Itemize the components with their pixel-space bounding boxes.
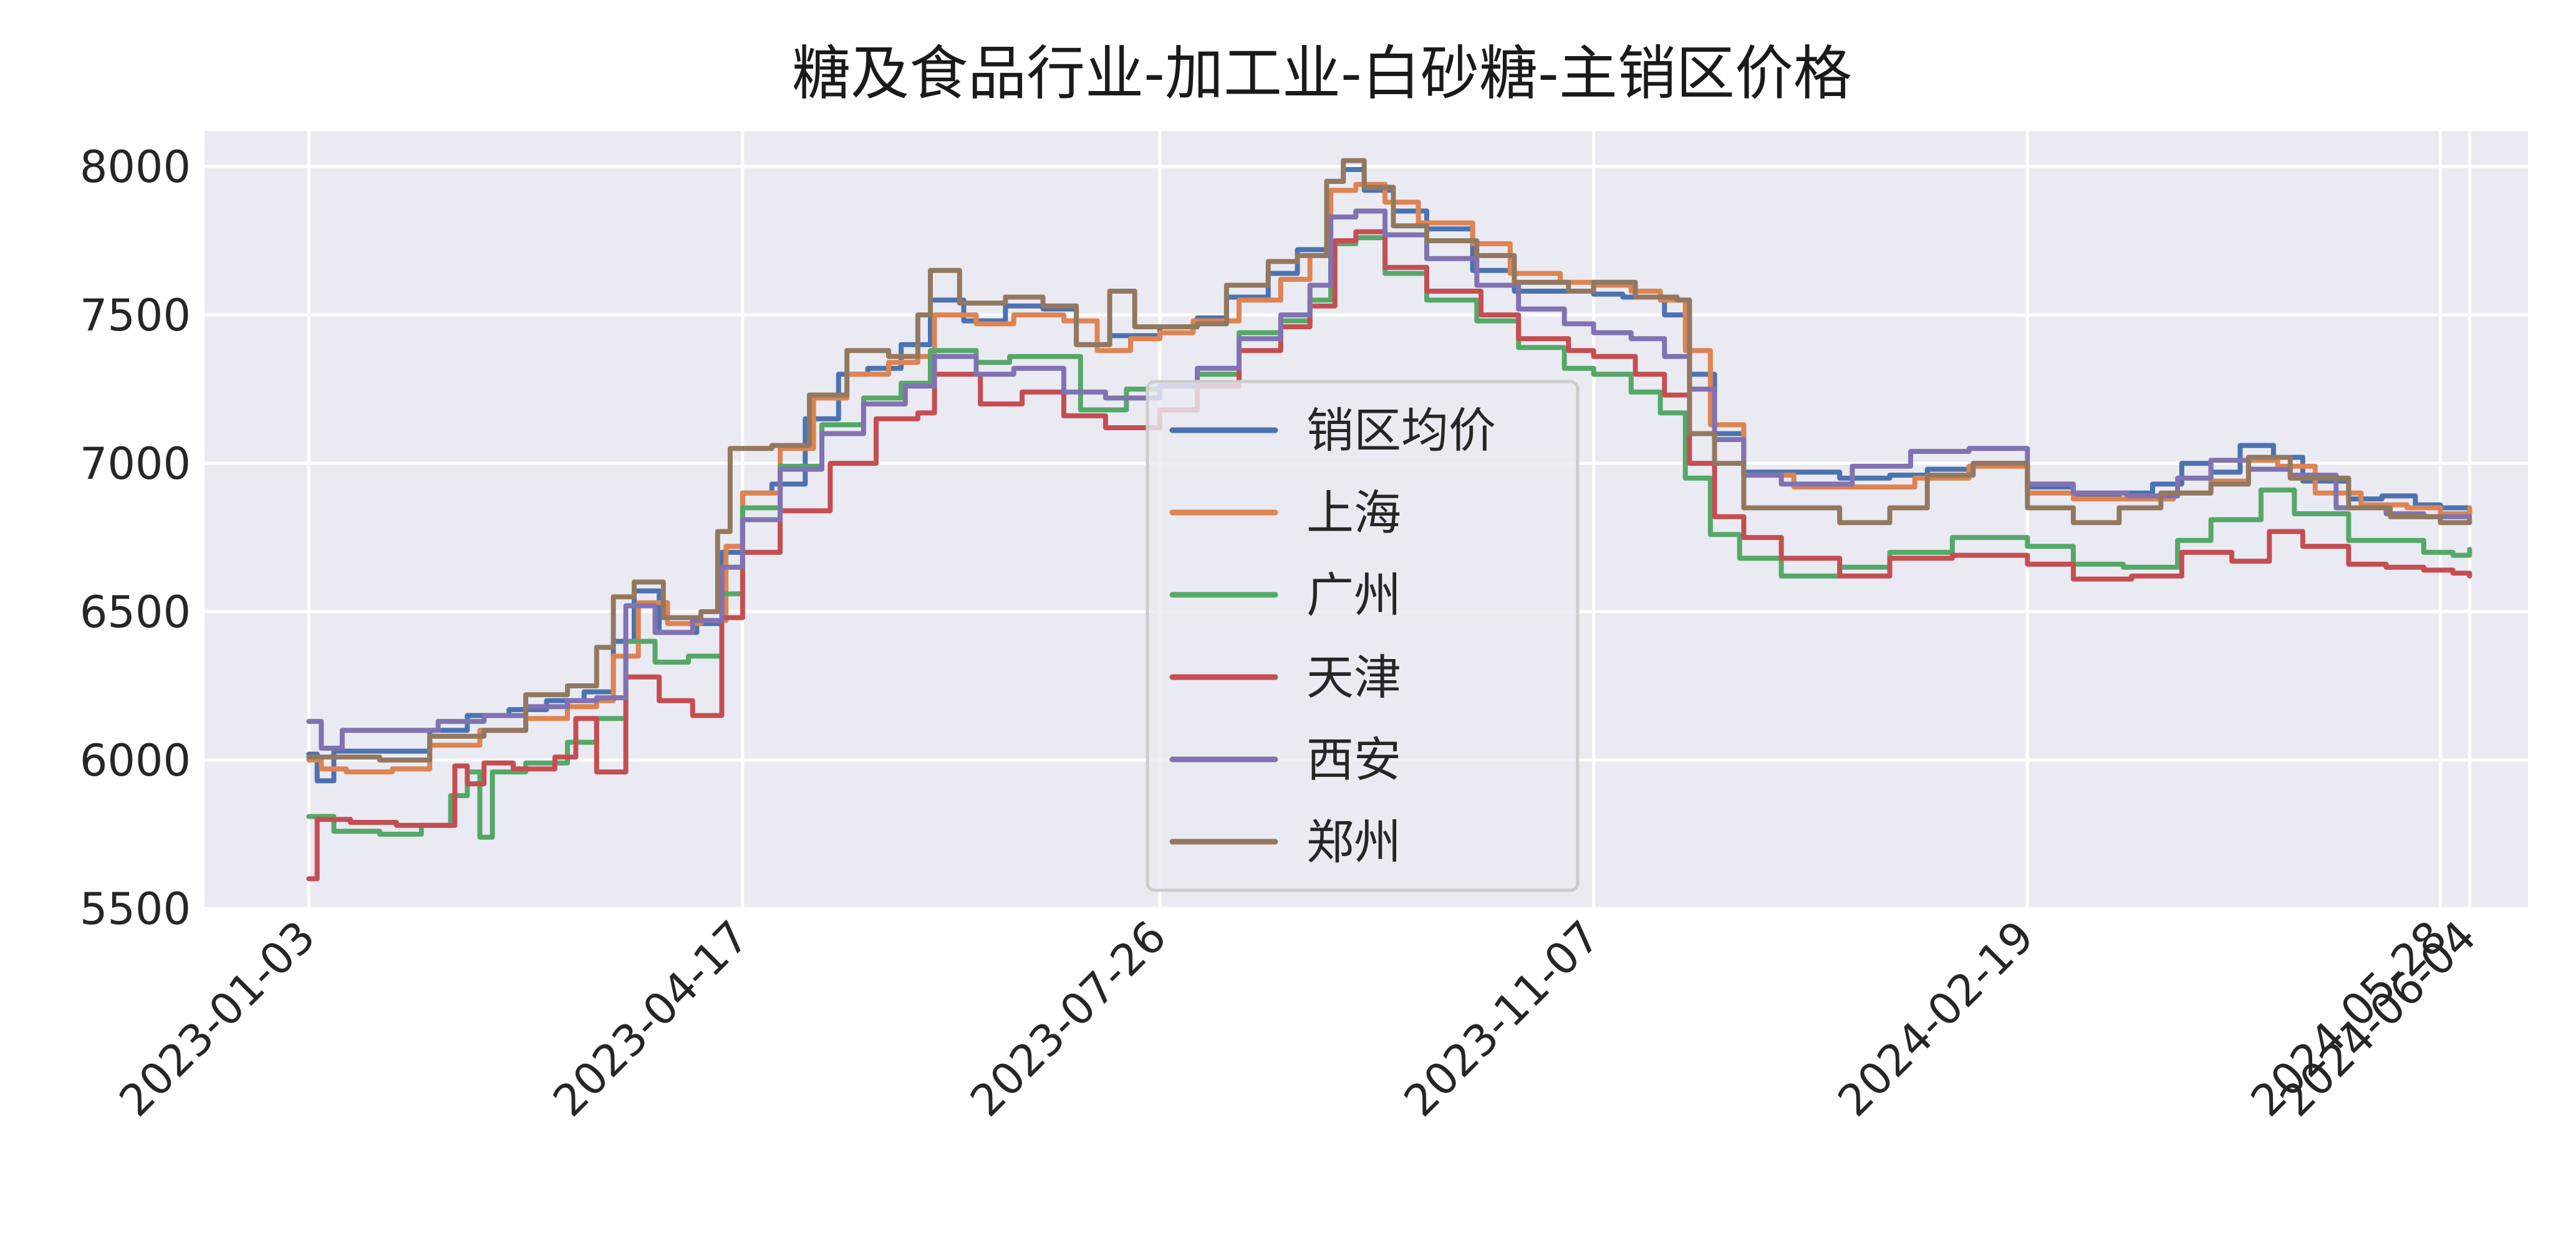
y-tick-label: 5500: [80, 883, 191, 935]
series-line-1: [306, 181, 2472, 775]
legend-label: 西安: [1306, 732, 1401, 787]
legend-label: 上海: [1306, 485, 1401, 541]
series-line-4: [306, 208, 2472, 751]
legend-box: [1146, 380, 1580, 892]
x-tick-label: 2023-04-17: [543, 911, 759, 1127]
legend-label: 天津: [1306, 650, 1401, 705]
chart-title: 糖及食品行业-加工业-白砂糖-主销区价格: [792, 40, 1852, 108]
legend-label: 广州: [1306, 567, 1401, 623]
y-tick-label: 6000: [80, 735, 191, 786]
x-axis: 2023-01-03 2023-04-17 2023-07-26 2023-11-07…: [110, 911, 2486, 1127]
legend-label: 销区均价: [1306, 403, 1496, 458]
y-tick-label: 7500: [80, 290, 191, 341]
series-line-5: [306, 158, 2472, 763]
x-tick-label: 2023-01-03: [110, 911, 326, 1127]
x-tick-label: 2023-07-26: [960, 911, 1176, 1127]
x-tick-label: 2024-02-19: [1828, 911, 2044, 1127]
series-layer: [306, 158, 2472, 882]
y-tick-label: 7000: [80, 438, 191, 489]
x-tick-label: 2024-06-04: [2270, 911, 2486, 1127]
y-tick-label: 6500: [80, 587, 191, 638]
y-tick-label: 8000: [80, 142, 191, 193]
legend-label: 郑州: [1306, 814, 1401, 870]
y-axis: 5500 6000 6500 7000 7500 8000: [80, 142, 191, 935]
x-tick-label: 2023-11-07: [1394, 911, 1610, 1127]
